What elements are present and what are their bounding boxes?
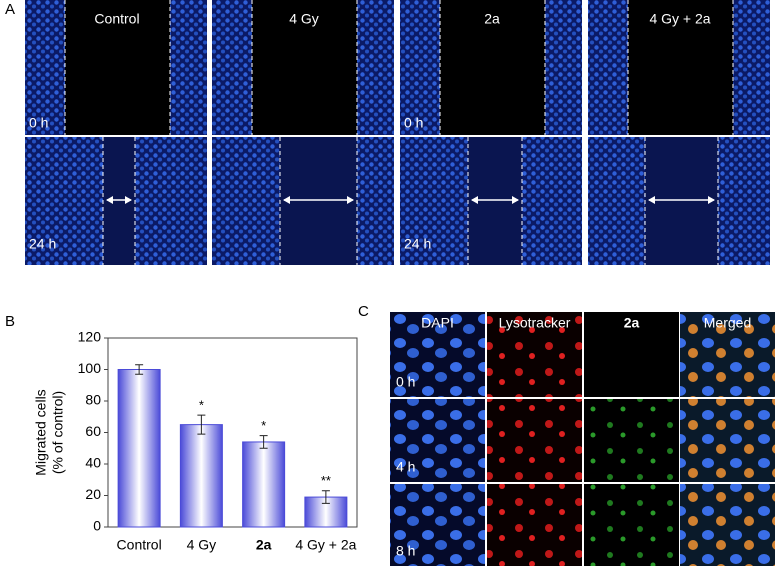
y-tick-label: 60 bbox=[85, 423, 101, 439]
row-label: 0 h bbox=[29, 115, 48, 131]
y-tick-label: 20 bbox=[85, 486, 101, 502]
bar bbox=[179, 424, 223, 528]
x-tick-label: Control bbox=[117, 537, 162, 553]
x-tick-label: 2a bbox=[256, 537, 272, 553]
y-tick-label: 120 bbox=[78, 329, 102, 345]
micrograph bbox=[584, 484, 679, 566]
micrograph bbox=[390, 312, 485, 397]
error-bar bbox=[197, 414, 206, 435]
micrograph bbox=[680, 399, 775, 482]
scratch-gap bbox=[645, 137, 718, 265]
micrograph bbox=[487, 484, 582, 566]
panel-a: Control 0 h 24 h 4 Gy 2a 0 h 24 h 4 Gy + 2a bbox=[25, 0, 770, 265]
scratch-gap bbox=[440, 0, 545, 135]
scratch-gap bbox=[65, 0, 170, 135]
scratch-gap bbox=[280, 137, 357, 265]
x-tick-label: 4 Gy bbox=[187, 537, 217, 553]
micrograph bbox=[487, 312, 582, 397]
arrow-head bbox=[648, 196, 715, 204]
significance: ** bbox=[321, 473, 331, 488]
scratch-gap bbox=[628, 0, 733, 135]
y-axis-label: (% of control) bbox=[50, 391, 66, 474]
x-tick-label: 4 Gy + 2a bbox=[295, 537, 356, 553]
row-label: 0 h bbox=[404, 115, 423, 131]
panel-c: DAPI Lysotracker 2a Merged 0 h 4 h 8 h bbox=[390, 312, 775, 566]
bar bbox=[117, 369, 161, 528]
arrow-head bbox=[106, 196, 132, 204]
column-label: 2a bbox=[484, 11, 500, 27]
column-label: DAPI bbox=[421, 315, 454, 331]
panel-b: 0 20 40 60 80 100 120 Migrated cells (% of contr… bbox=[33, 329, 358, 553]
y-tick-label: 0 bbox=[93, 518, 101, 534]
row-label: 24 h bbox=[29, 236, 56, 252]
column-label: 4 Gy + 2a bbox=[649, 11, 710, 27]
significance: * bbox=[261, 418, 266, 433]
column-label: Lysotracker bbox=[499, 315, 571, 331]
micrograph bbox=[584, 399, 679, 482]
micrograph bbox=[680, 312, 775, 397]
significance: * bbox=[199, 398, 204, 413]
y-tick-label: 80 bbox=[85, 392, 101, 408]
micrograph bbox=[680, 484, 775, 566]
error-bar bbox=[259, 435, 268, 449]
y-tick-label: 100 bbox=[78, 360, 102, 376]
row-label: 24 h bbox=[404, 236, 431, 252]
row-label: 4 h bbox=[396, 459, 415, 475]
bar bbox=[242, 441, 286, 528]
panel-label: A bbox=[5, 1, 15, 18]
row-label: 8 h bbox=[396, 543, 415, 559]
column-label: 2a bbox=[624, 315, 640, 331]
scratch-gap bbox=[252, 0, 357, 135]
micrograph bbox=[584, 312, 679, 397]
y-axis-label: Migrated cells bbox=[33, 389, 49, 475]
micrograph bbox=[487, 399, 582, 482]
y-tick-label: 40 bbox=[85, 455, 101, 471]
micrograph bbox=[390, 399, 485, 482]
error-bar bbox=[321, 490, 330, 504]
panel-label: C bbox=[358, 303, 369, 320]
column-label: Control bbox=[94, 11, 139, 27]
row-label: 0 h bbox=[396, 374, 415, 390]
error-bar bbox=[135, 364, 144, 375]
column-label: Merged bbox=[704, 315, 751, 331]
column-label: 4 Gy bbox=[289, 11, 319, 27]
panel-label: B bbox=[5, 313, 15, 330]
micrograph bbox=[390, 484, 485, 566]
